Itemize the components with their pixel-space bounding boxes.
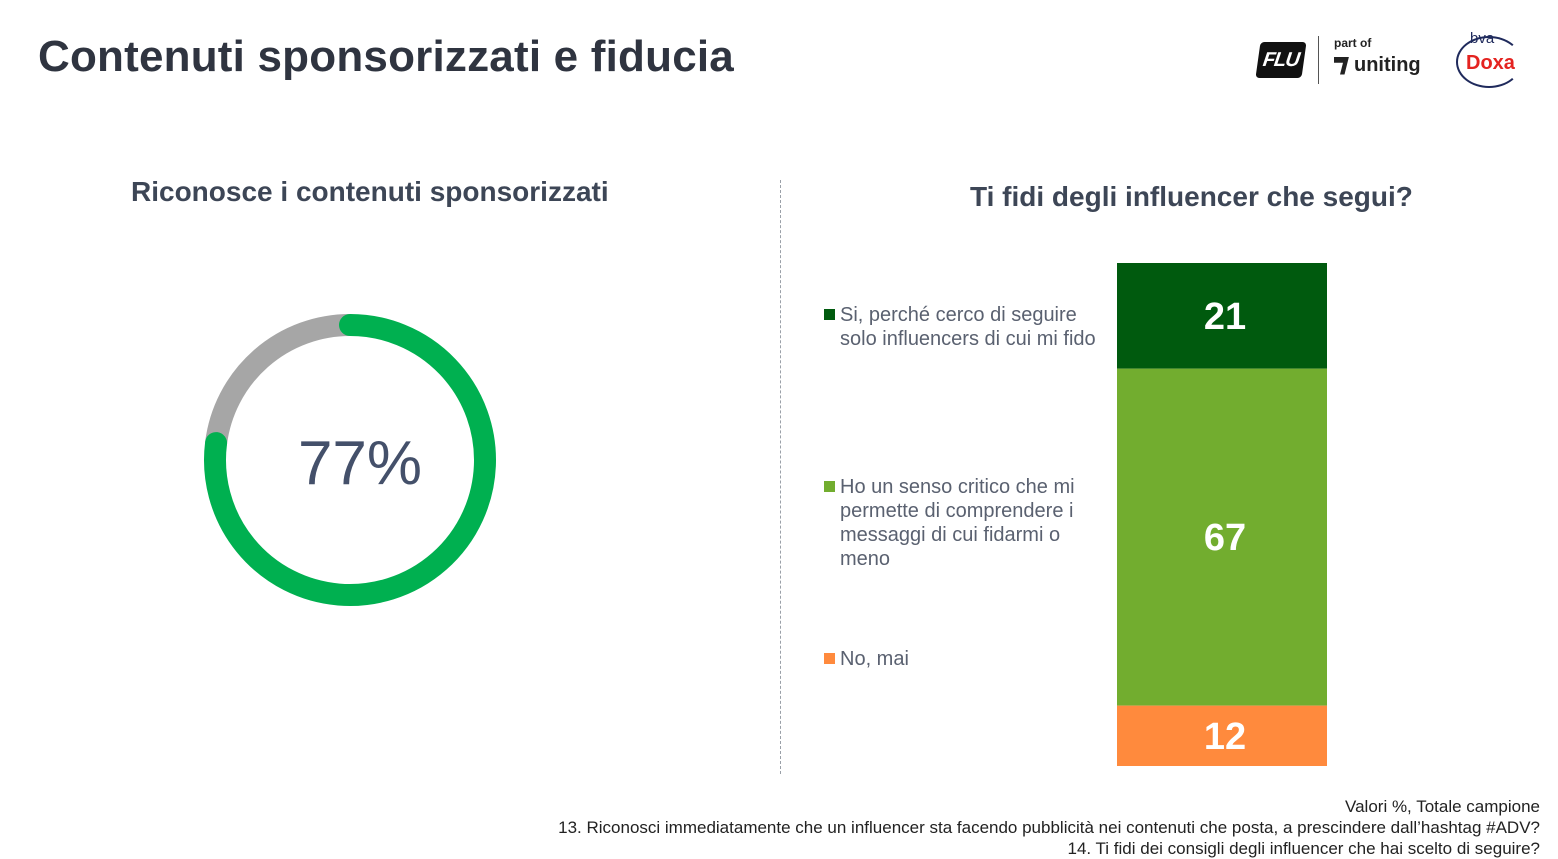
bar-label-trust: 21: [1204, 296, 1246, 338]
flu-logo: FLU: [1255, 42, 1307, 78]
stacked-bar-chart: 21 67 12: [1117, 263, 1327, 766]
legend-label-trust: Si, perché cerco di seguire solo influen…: [840, 304, 1096, 350]
legend-swatch-critical: [824, 481, 835, 492]
bar-segment-trust: [1117, 263, 1327, 369]
doxa-ring-icon: [1456, 36, 1522, 88]
legend-item-critical: Ho un senso critico che mi permette di c…: [824, 475, 1104, 571]
part-of-label: part of: [1334, 36, 1372, 50]
bva-doxa-logo: bva Doxa: [1452, 30, 1532, 88]
legend-swatch-trust: [824, 309, 835, 320]
page-title: Contenuti sponsorizzati e fiducia: [38, 32, 734, 81]
bar-segment-critical: [1117, 368, 1327, 706]
legend-label-critical: Ho un senso critico che mi permette di c…: [840, 476, 1075, 570]
donut-slice-recognized: [204, 314, 496, 606]
right-chart-title: Ti fidi degli influencer che segui?: [970, 181, 1413, 212]
uniting-mark-icon: [1334, 56, 1349, 75]
footnote-question-13: 13. Riconosci immediatamente che un infl…: [558, 818, 1540, 837]
section-divider: [780, 180, 781, 774]
uniting-logo: uniting: [1334, 54, 1421, 77]
bar-segment-never: [1117, 705, 1327, 766]
bva-text: bva: [1470, 30, 1495, 47]
donut-slice-rest: [205, 314, 361, 455]
legend-label-never: No, mai: [840, 648, 909, 670]
logo-divider: [1318, 36, 1319, 84]
legend-item-never: No, mai: [824, 647, 1104, 671]
legend-swatch-never: [824, 653, 835, 664]
donut-chart: [204, 314, 496, 606]
doxa-text: Doxa: [1466, 52, 1515, 74]
footnote-question-14: 14. Ti fidi dei consigli degli influence…: [1067, 839, 1541, 858]
uniting-text: uniting: [1354, 54, 1421, 76]
footnote-values: Valori %, Totale campione: [1345, 797, 1540, 816]
legend-item-trust: Si, perché cerco di seguire solo influen…: [824, 303, 1104, 351]
left-chart-title: Riconosce i contenuti sponsorizzati: [131, 176, 609, 207]
bar-label-never: 12: [1204, 716, 1246, 758]
bar-label-critical: 67: [1204, 517, 1246, 559]
footnotes: Valori %, Totale campione 13. Riconosci …: [558, 796, 1540, 859]
donut-center-label: 77%: [297, 429, 423, 498]
